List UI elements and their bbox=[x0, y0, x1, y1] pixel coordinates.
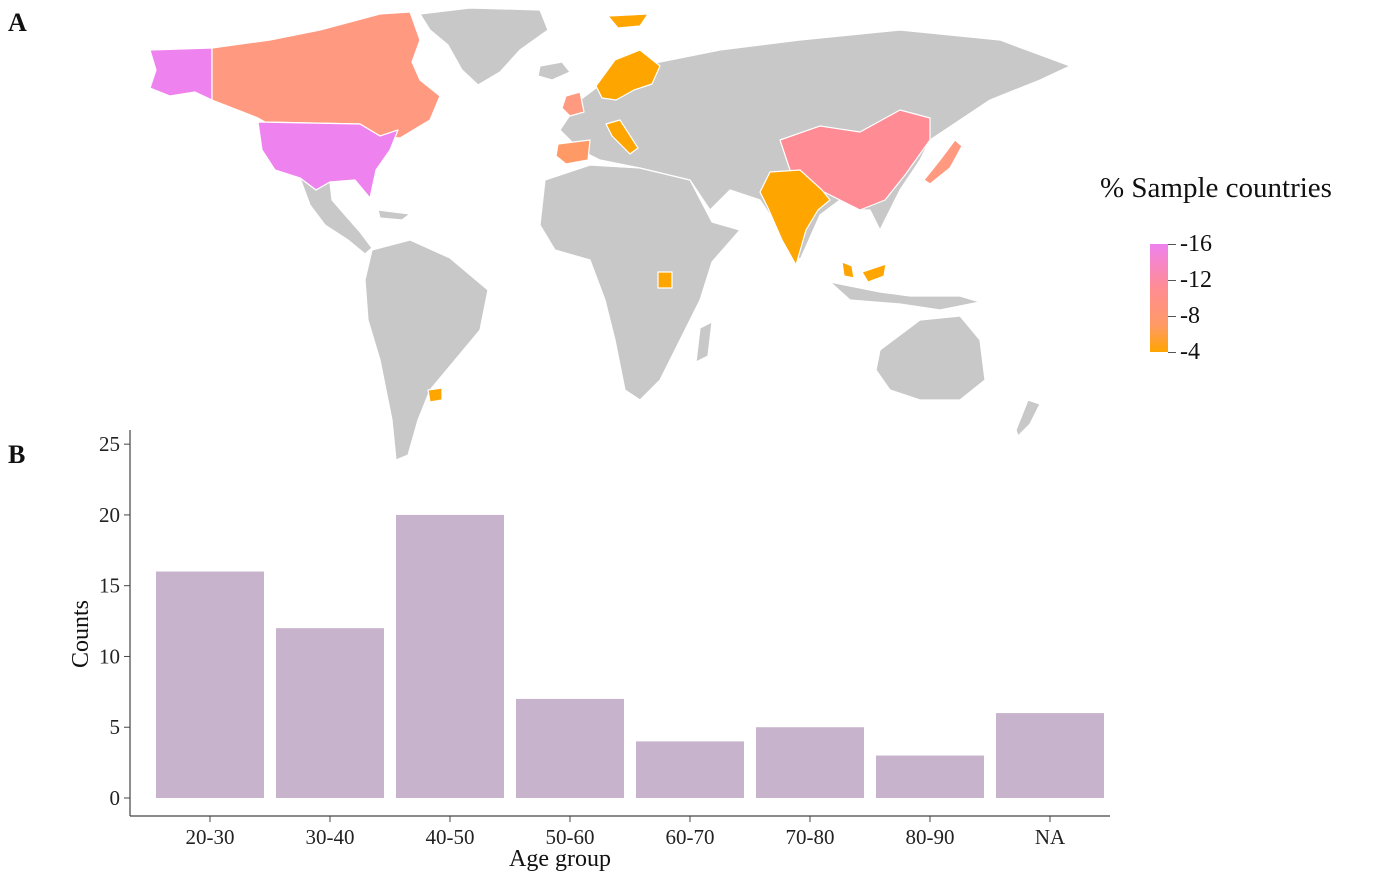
y-tick-label: 25 bbox=[99, 432, 120, 456]
map-region-greenland bbox=[419, 7, 549, 86]
map-region-iberia bbox=[555, 139, 591, 165]
bar bbox=[636, 741, 744, 798]
x-tick-label: NA bbox=[1035, 825, 1066, 849]
bar bbox=[876, 755, 984, 798]
map-region-italy bbox=[605, 119, 639, 155]
map-region-usa bbox=[257, 121, 399, 199]
map-region-scandinavia bbox=[595, 49, 661, 101]
map-region-new-zealand bbox=[1015, 399, 1041, 437]
x-tick-label: 30-40 bbox=[306, 825, 355, 849]
map-region-malaysia bbox=[841, 261, 887, 283]
age-group-bar-chart: 0 5 10 15 20 25 20-30 30-40 40-50 50-60 60-70 70-80… bbox=[68, 430, 1110, 872]
y-axis-title: Counts bbox=[68, 600, 94, 668]
legend-tick bbox=[1168, 280, 1176, 281]
map-region-indonesia bbox=[829, 281, 981, 311]
bar bbox=[516, 698, 624, 798]
panel-label-a: A bbox=[8, 8, 27, 37]
legend-label: -12 bbox=[1180, 267, 1212, 293]
legend-tick bbox=[1168, 352, 1176, 353]
y-tick-label: 10 bbox=[99, 644, 120, 668]
map-region-uk bbox=[561, 91, 585, 117]
map-region-japan bbox=[923, 139, 963, 185]
y-tick-label: 20 bbox=[99, 503, 120, 527]
world-map bbox=[149, 7, 1071, 461]
legend-color-bar bbox=[1150, 244, 1168, 352]
x-tick-label: 50-60 bbox=[546, 825, 595, 849]
bar bbox=[996, 713, 1104, 798]
x-tick-label: 80-90 bbox=[906, 825, 955, 849]
map-region-svalbard bbox=[607, 13, 649, 29]
map-region-mexico bbox=[299, 177, 373, 255]
legend-label: -4 bbox=[1180, 339, 1200, 365]
legend-label: -8 bbox=[1180, 303, 1200, 329]
map-region-uganda bbox=[657, 271, 673, 289]
panel-label-b: B bbox=[8, 440, 26, 469]
x-tick-label: 20-30 bbox=[186, 825, 235, 849]
y-tick-label: 15 bbox=[99, 574, 120, 598]
legend-tick bbox=[1168, 316, 1176, 317]
map-region-uruguay bbox=[427, 387, 443, 403]
map-region-south-america bbox=[364, 239, 489, 461]
x-axis-title: Age group bbox=[509, 846, 611, 872]
map-region-india bbox=[759, 169, 831, 266]
x-tick-label: 70-80 bbox=[786, 825, 835, 849]
map-region-alaska bbox=[149, 47, 213, 101]
map-region-iceland bbox=[537, 61, 571, 81]
legend-label: -16 bbox=[1180, 231, 1212, 257]
y-tick-label: 5 bbox=[110, 715, 121, 739]
legend-tick bbox=[1168, 244, 1176, 245]
map-region-australia bbox=[875, 315, 986, 401]
x-tick-label: 60-70 bbox=[666, 825, 715, 849]
bar bbox=[276, 628, 384, 798]
y-tick-label: 0 bbox=[110, 786, 121, 810]
bar bbox=[156, 571, 264, 798]
bar bbox=[396, 514, 504, 798]
map-region-canada bbox=[211, 11, 441, 139]
map-region-madagascar bbox=[695, 321, 713, 363]
bar bbox=[756, 727, 864, 798]
map-region-caribbean bbox=[377, 209, 411, 221]
legend-title: % Sample countries bbox=[1100, 172, 1332, 204]
x-tick-label: 40-50 bbox=[426, 825, 475, 849]
